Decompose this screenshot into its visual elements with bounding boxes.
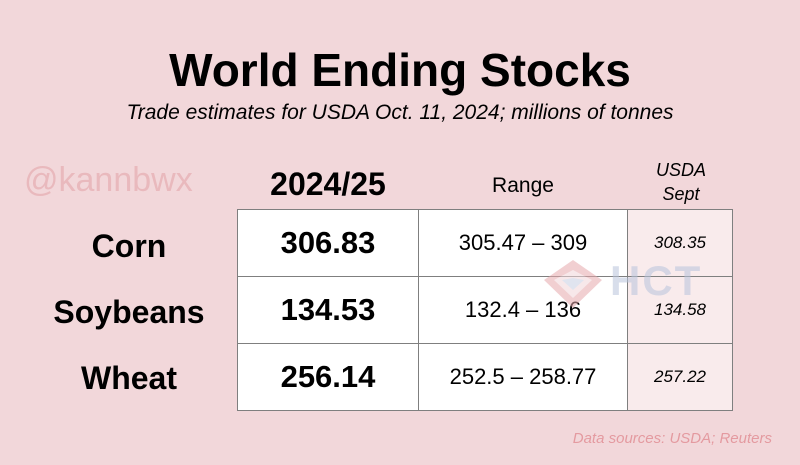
column-header-usda-line2: Sept [662, 184, 700, 204]
usda-sept-cell: 134.58 [627, 276, 733, 344]
usda-sept-cell: 308.35 [627, 209, 733, 277]
logo-text: HCT [610, 257, 703, 304]
stocks-table: 306.83 305.47 – 309 308.35 134.53 132.4 … [237, 209, 733, 411]
row-label-corn: Corn [91, 228, 167, 264]
page-subtitle: Trade estimates for USDA Oct. 11, 2024; … [126, 101, 674, 124]
column-header-2024-25: 2024/25 [270, 166, 386, 202]
estimate-cell: 134.53 [237, 276, 419, 344]
hct-logo: HCT [540, 256, 730, 312]
author-watermark: @kannbwx [24, 161, 193, 199]
column-header-range: Range [492, 174, 554, 197]
range-cell: 252.5 – 258.77 [418, 343, 628, 411]
column-header-usda-sept: USDA Sept [628, 158, 734, 206]
estimate-cell: 306.83 [237, 209, 419, 277]
usda-sept-cell: 257.22 [627, 343, 733, 411]
column-header-usda-line1: USDA [655, 160, 706, 180]
table-row: 256.14 252.5 – 258.77 257.22 [237, 343, 733, 411]
row-label-soybeans: Soybeans [53, 294, 205, 330]
diamond-logo-icon [544, 260, 602, 308]
page-title: World Ending Stocks [169, 44, 631, 96]
estimate-cell: 256.14 [237, 343, 419, 411]
table-row: 134.53 132.4 – 136 134.58 [237, 276, 733, 344]
row-label-wheat: Wheat [81, 360, 177, 396]
data-source-note: Data sources: USDA; Reuters [572, 430, 772, 447]
